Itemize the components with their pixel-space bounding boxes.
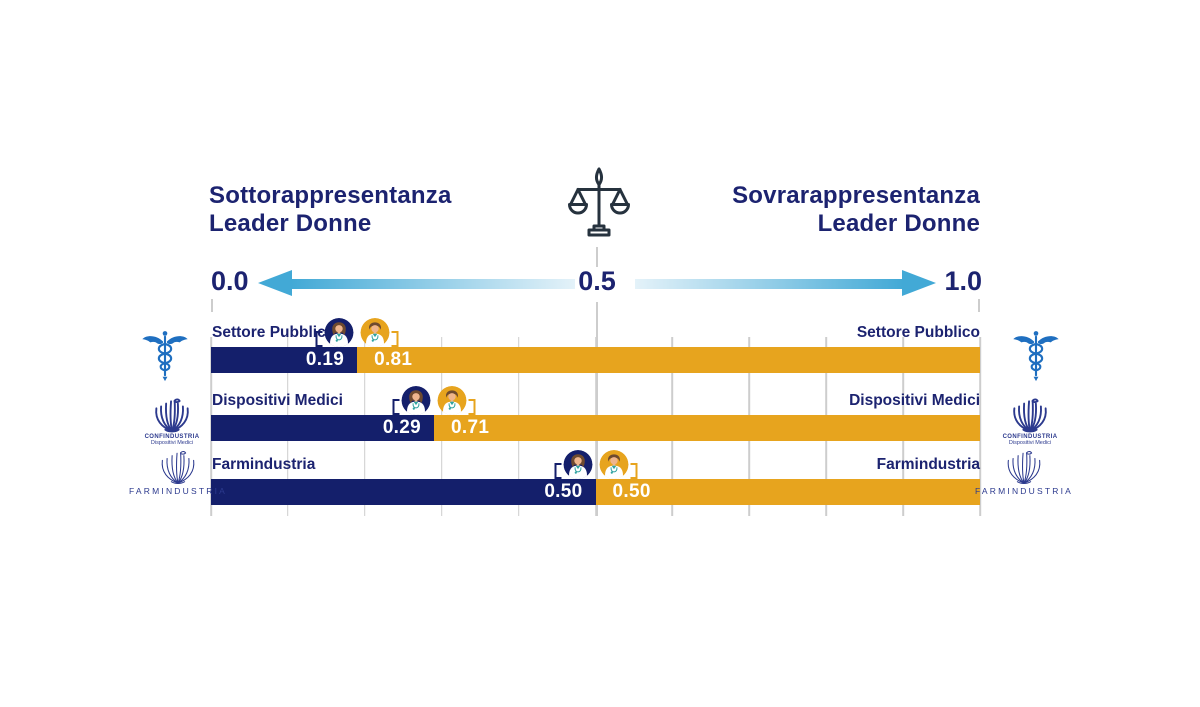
right-heading: Sovrarappresentanza Leader Donne <box>732 182 980 238</box>
right-bracket-mark <box>391 331 399 347</box>
tick-max <box>978 299 980 312</box>
doctor-icon-pair <box>392 385 476 415</box>
left-heading: Sottorappresentanza Leader Donne <box>209 182 452 238</box>
left-arrow-body <box>291 278 575 289</box>
farmindustria-logo-text: FARMINDUSTRIA <box>128 486 228 496</box>
confindustria-logo-text: CONFINDUSTRIA <box>144 434 200 440</box>
value-label-gold: 0.50 <box>612 481 651 502</box>
row-label-right: Farmindustria <box>876 456 980 473</box>
right-bracket-mark <box>630 463 637 479</box>
row-label-right: Settore Pubblico <box>856 324 980 341</box>
value-label-navy: 0.29 <box>382 417 421 438</box>
right-heading-line2: Leader Donne <box>817 210 980 238</box>
bar-segment-gold: 0.50 <box>595 479 980 505</box>
confindustria-dispositivi-medici-logo: CONFINDUSTRIA Dispositivi Medici <box>137 397 207 446</box>
left-bracket-mark <box>392 399 400 415</box>
male-doctor-icon <box>437 386 467 415</box>
male-doctor-icon <box>360 318 390 347</box>
bar-segment-gold: 0.71 <box>434 415 980 441</box>
farmindustria-logo: FARMINDUSTRIA <box>975 449 1071 496</box>
stacked-bar: 0.29 0.71 <box>211 415 980 441</box>
bar-segment-navy: 0.19 <box>211 347 358 373</box>
right-arrow-body <box>635 278 903 289</box>
bar-row-dispositivi-medici: Dispositivi Medici Dispositivi Medici 0.… <box>211 386 980 441</box>
row-label-left: Farmindustria <box>212 456 316 473</box>
row-label-right: Dispositivi Medici <box>849 392 980 409</box>
value-label-gold: 0.81 <box>374 349 413 370</box>
value-label-gold: 0.71 <box>451 417 490 438</box>
caduceus-icon <box>142 331 188 382</box>
confindustria-logo-text: CONFINDUSTRIA <box>1002 434 1058 440</box>
left-arrow-head-icon <box>258 270 292 296</box>
bar-segment-gold: 0.81 <box>357 347 980 373</box>
row-label-left: Settore Pubblico <box>212 324 336 341</box>
doctor-icon-pair <box>554 449 637 479</box>
confindustria-dispositivi-medici-logo: CONFINDUSTRIA Dispositivi Medici <box>995 397 1065 446</box>
bar-segment-navy: 0.29 <box>211 415 434 441</box>
left-bracket-mark <box>315 331 323 347</box>
confindustria-eagle-icon <box>1013 398 1047 433</box>
male-doctor-icon <box>599 450 628 479</box>
confindustria-eagle-icon <box>155 398 189 433</box>
axis-label-min: 0.0 <box>211 266 249 296</box>
female-doctor-icon <box>563 450 592 479</box>
stacked-bar: 0.19 0.81 <box>211 347 980 373</box>
dispositivi-medici-logo-text: Dispositivi Medici <box>1008 440 1052 446</box>
female-doctor-icon <box>324 318 354 347</box>
axis-label-mid: 0.5 <box>578 266 616 296</box>
tick-min <box>211 299 213 312</box>
bar-row-settore-pubblico: Settore Pubblico Settore Pubblico 0.19 0… <box>211 318 980 373</box>
right-heading-line1: Sovrarappresentanza <box>732 182 980 209</box>
bar-row-farmindustria: Farmindustria Farmindustria 0.50 0.50 <box>211 450 980 505</box>
left-arrow <box>258 270 575 297</box>
female-doctor-icon <box>401 386 431 415</box>
center-tick-upper <box>596 247 598 267</box>
dispositivi-medici-logo-text: Dispositivi Medici <box>150 440 194 446</box>
balance-scale-icon <box>568 167 630 237</box>
farmindustria-logo-text: FARMINDUSTRIA <box>974 486 1074 496</box>
left-heading-line1: Sottorappresentanza <box>209 182 452 209</box>
right-bracket-mark <box>468 399 476 415</box>
bar-segment-navy: 0.50 <box>211 479 596 505</box>
value-label-navy: 0.50 <box>544 481 583 502</box>
left-bracket-mark <box>554 463 561 479</box>
farmindustria-eagle-icon <box>1007 450 1041 484</box>
right-arrow-head-icon <box>902 270 936 296</box>
axis-label-max: 1.0 <box>944 266 982 296</box>
right-arrow <box>635 270 936 297</box>
farmindustria-eagle-icon <box>161 450 195 484</box>
left-heading-line2: Leader Donne <box>209 210 372 238</box>
farmindustria-logo: FARMINDUSTRIA <box>129 449 225 496</box>
doctor-icon-pair <box>315 317 399 347</box>
center-gridline <box>596 302 598 516</box>
stacked-bar: 0.50 0.50 <box>211 479 980 505</box>
value-label-navy: 0.19 <box>305 349 345 370</box>
caduceus-icon <box>1013 331 1059 382</box>
row-label-left: Dispositivi Medici <box>212 392 343 409</box>
